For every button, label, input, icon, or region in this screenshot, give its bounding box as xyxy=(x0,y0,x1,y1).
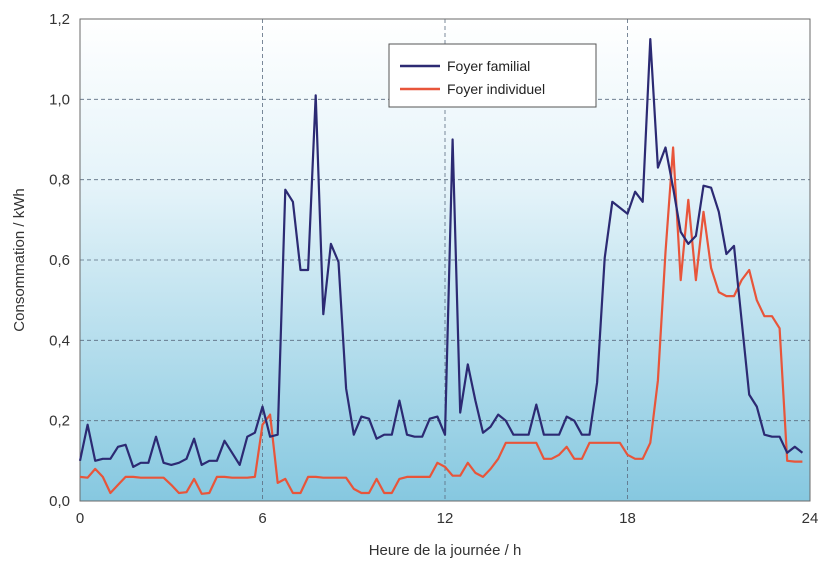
x-axis-title: Heure de la journée / h xyxy=(369,542,522,559)
y-axis-title: Consommation / kWh xyxy=(11,188,28,331)
x-tick-label: 18 xyxy=(619,510,636,527)
series-line-foyer-individuel xyxy=(79,146,803,495)
x-tick-label: 24 xyxy=(802,510,819,527)
y-tick-label: 1,0 xyxy=(49,91,70,108)
y-tick-label: 0,2 xyxy=(49,413,70,430)
x-tick-label: 12 xyxy=(437,510,454,527)
plot-frame xyxy=(79,18,811,502)
legend-box xyxy=(388,43,597,108)
series-layer xyxy=(78,37,804,495)
x-tick-label: 0 xyxy=(76,510,84,527)
y-tick-label: 1,2 xyxy=(49,11,70,28)
plot-border xyxy=(79,18,811,502)
x-axis-ticks: 0 6 12 18 24 xyxy=(76,510,819,527)
legend: Foyer familial Foyer individuel xyxy=(388,43,597,108)
legend-label: Foyer familial xyxy=(447,58,530,74)
y-tick-label: 0,0 xyxy=(49,493,70,510)
y-tick-label: 0,4 xyxy=(49,332,70,349)
y-tick-label: 0,8 xyxy=(49,172,70,189)
y-axis-ticks: 0,0 0,2 0,4 0,6 0,8 1,0 1,2 xyxy=(49,11,70,510)
x-tick-label: 6 xyxy=(258,510,266,527)
series-line-foyer-familial xyxy=(78,37,804,468)
legend-label: Foyer individuel xyxy=(447,81,545,97)
y-tick-label: 0,6 xyxy=(49,252,70,269)
